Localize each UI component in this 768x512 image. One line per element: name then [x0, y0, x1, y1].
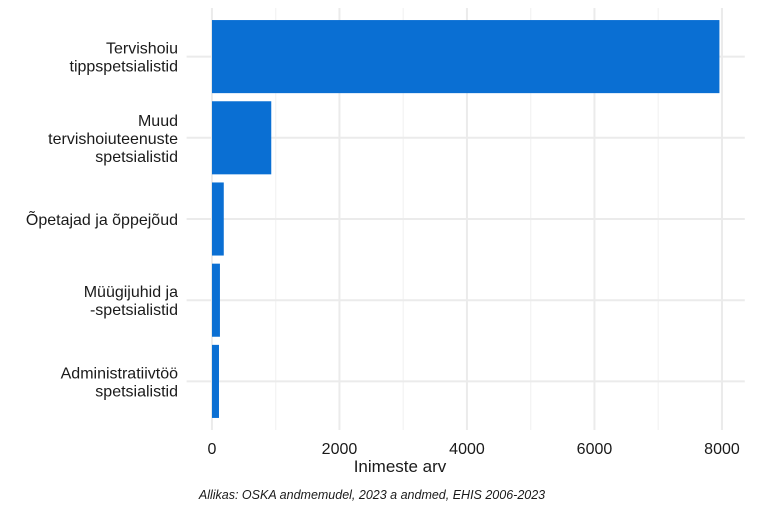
bar [211, 101, 272, 175]
bar [211, 182, 224, 256]
y-tick-label: Müügijuhid ja -spetsialistid [84, 284, 178, 319]
y-tick-label: Muud tervishoiuteenuste spetsialistid [48, 113, 178, 166]
x-tick-label: 0 [208, 441, 217, 458]
x-tick-label: 8000 [704, 441, 740, 458]
y-tick-label: Õpetajad ja õppejõud [26, 209, 178, 229]
bar [211, 20, 720, 94]
y-tick-label: Administratiivtöö spetsialistid [61, 365, 178, 400]
x-tick-label: 4000 [449, 441, 485, 458]
y-tick-label: Tervishoiu tippspetsialistid [70, 41, 179, 76]
bar [211, 344, 219, 418]
x-tick-label: 6000 [577, 441, 613, 458]
bar [211, 263, 220, 337]
caption: Allikas: OSKA andmemudel, 2023 a andmed,… [198, 488, 545, 502]
x-tick-label: 2000 [322, 441, 358, 458]
x-axis-title: Inimeste arv [354, 457, 447, 476]
